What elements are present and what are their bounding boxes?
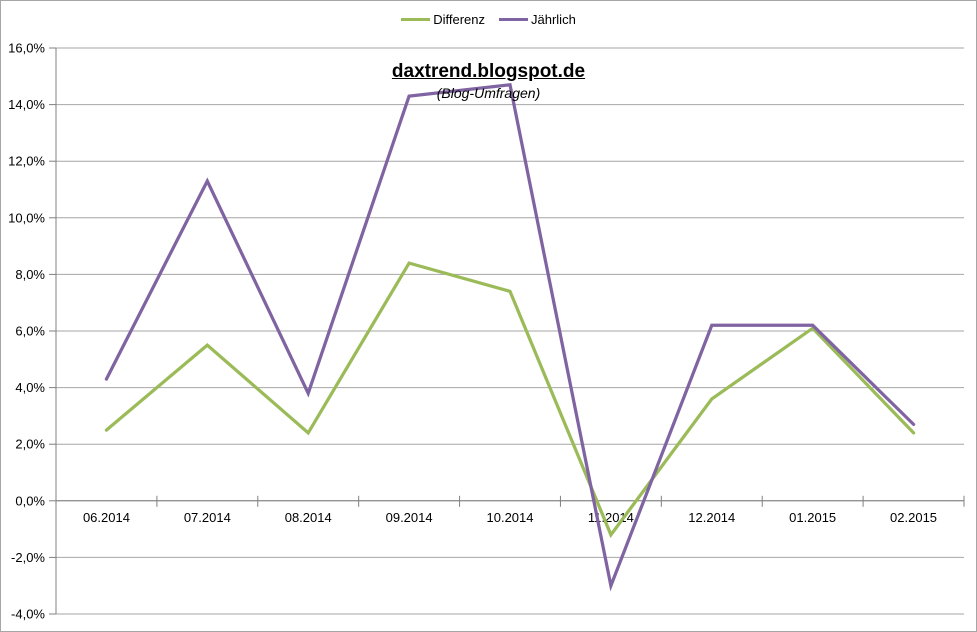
chart-legend: Differenz Jährlich bbox=[1, 12, 976, 27]
series-line-j-hrlich bbox=[104, 83, 916, 592]
y-tick-label: -4,0% bbox=[11, 607, 45, 622]
x-tick-label: 06.2014 bbox=[83, 510, 130, 525]
legend-line-swatch-jaehrlich bbox=[499, 18, 528, 21]
y-tick-label: 14,0% bbox=[8, 97, 45, 112]
y-tick-label: 0,0% bbox=[15, 493, 45, 508]
chart-subtitle: (Blog-Umfragen) bbox=[436, 84, 541, 101]
y-tick-label: 16,0% bbox=[8, 41, 45, 56]
x-axis: 06.2014 07.2014 08.2014 09.2014 10.2014 11.20… bbox=[55, 495, 965, 525]
x-tick-label: 12.2014 bbox=[688, 510, 735, 525]
legend-label-jaehrlich: Jährlich bbox=[531, 12, 576, 27]
y-tick-label: 12,0% bbox=[8, 154, 45, 169]
chart-title-block: daxtrend.blogspot.de (Blog-Umfragen) bbox=[1, 61, 976, 101]
x-tick-label: 02.2015 bbox=[890, 510, 937, 525]
x-tick-label: 08.2014 bbox=[285, 510, 332, 525]
legend-item-differenz: Differenz bbox=[401, 12, 485, 27]
chart-title: daxtrend.blogspot.de bbox=[391, 61, 586, 82]
y-tick-label: 8,0% bbox=[15, 267, 45, 282]
gridlines bbox=[56, 47, 964, 615]
x-tick-label: 09.2014 bbox=[386, 510, 433, 525]
x-tick-label: 01.2015 bbox=[789, 510, 836, 525]
x-tick-label: 07.2014 bbox=[184, 510, 231, 525]
y-tick-label: 10,0% bbox=[8, 210, 45, 225]
series-line-differenz bbox=[104, 261, 916, 539]
x-tick-label: 10.2014 bbox=[487, 510, 534, 525]
y-tick-label: -2,0% bbox=[11, 550, 45, 565]
legend-label-differenz: Differenz bbox=[433, 12, 485, 27]
legend-line-swatch-differenz bbox=[401, 18, 431, 21]
y-tick-label: 2,0% bbox=[15, 437, 45, 452]
y-tick-label: 4,0% bbox=[15, 380, 45, 395]
y-axis: 16,0% 14,0% 12,0% 10,0% 8,0% 6,0% 4,0% 2,0% 0,0%… bbox=[8, 41, 57, 622]
y-tick-label: 6,0% bbox=[15, 324, 45, 339]
legend-item-jaehrlich: Jährlich bbox=[499, 12, 576, 27]
